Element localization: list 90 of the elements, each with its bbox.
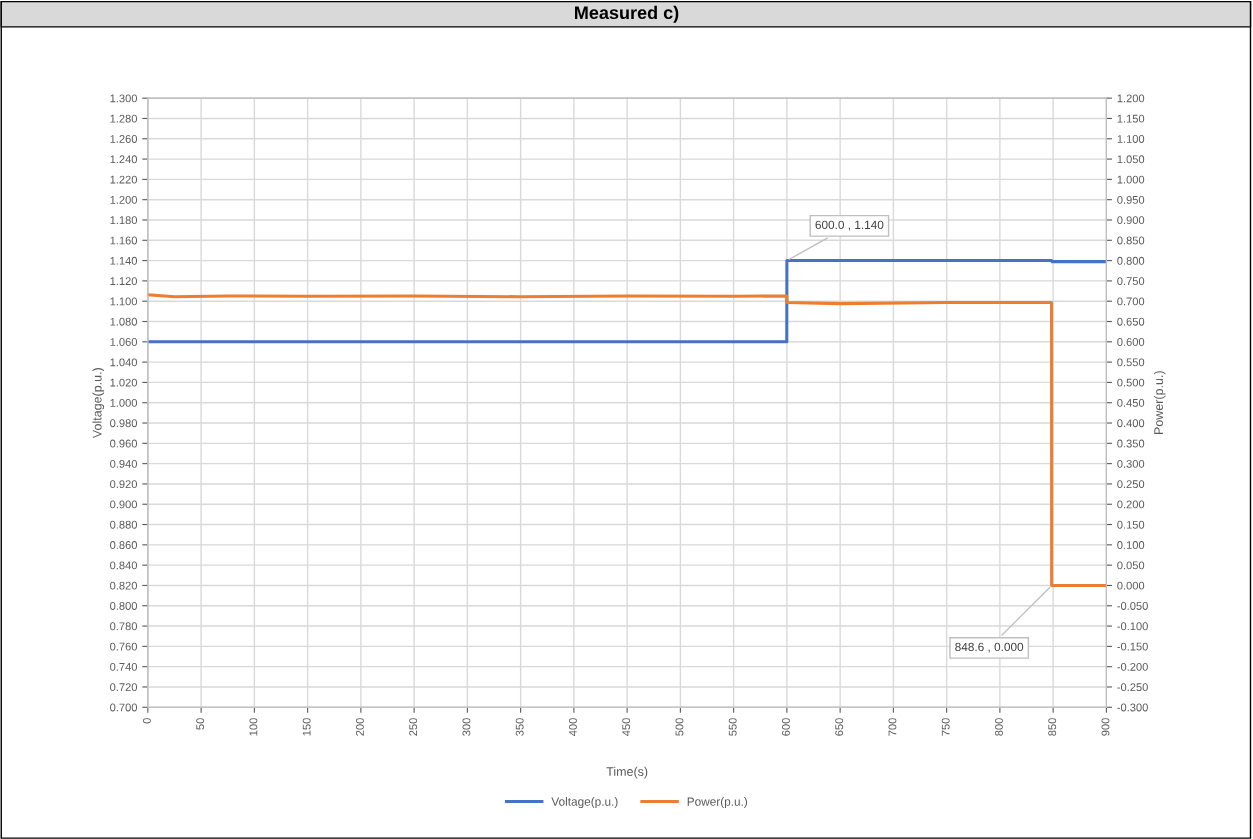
y2-tick-label: 0.450 [1117,398,1145,407]
y-tick-label: 1.260 [110,135,138,143]
x-tick-label: 200 [355,718,364,736]
y-tick-label: 0.840 [110,561,138,570]
y2-tick-label: -0.150 [1117,642,1148,651]
y-tick-label: 1.220 [110,175,138,184]
x-tick-label: 600 [782,718,790,736]
y2-tick-label: 1.000 [1117,175,1145,184]
y2-tick-label: 0.350 [1117,439,1145,448]
y2-tick-label: 0.250 [1117,480,1145,489]
y-tick-label: 1.240 [110,155,138,164]
y2-tick-label: 1.050 [1117,155,1145,164]
y-tick-label: 0.960 [110,439,138,448]
y-tick-label: 0.820 [110,581,138,590]
y-tick-label: 1.120 [110,277,138,286]
y-tick-label: 0.760 [110,642,138,651]
legend-label: Voltage(p.u.) [551,797,618,809]
y-tick-label: 1.060 [110,338,138,346]
y2-tick-label: 1.150 [1117,114,1145,123]
y-tick-label: 0.800 [110,602,138,610]
y-tick-label: 0.720 [110,683,138,692]
x-tick-label: 750 [941,718,950,736]
x-tick-label: 250 [409,718,418,736]
y-tick-label: 0.980 [110,419,138,428]
y-tick-label: 1.140 [110,256,138,265]
y2-tick-label: 0.700 [1117,297,1145,306]
y2-tick-label: -0.250 [1117,683,1148,692]
y2-tick-label: 0.650 [1117,317,1145,326]
annotation: 848.6 , 0.000 [955,642,1024,653]
y2-tick-label: 0.550 [1117,358,1145,367]
y-tick-label: 0.900 [110,500,138,509]
x-tick-label: 450 [622,718,631,736]
x-tick-label: 550 [728,718,737,736]
y-tick-label: 0.920 [110,480,138,489]
y2-tick-label: -0.300 [1117,703,1148,712]
x-tick-label: 800 [995,718,1003,736]
y-axis-title: Voltage(p.u.) [92,368,105,439]
y2-tick-label: 0.750 [1117,277,1145,286]
y2-tick-label: 0.000 [1117,581,1145,590]
y-tick-label: 1.160 [110,236,138,245]
y2-tick-label: 0.900 [1117,216,1145,225]
y-tick-label: 1.280 [110,114,138,123]
x-tick-label: 350 [515,718,524,736]
y-tick-label: 1.020 [110,378,138,387]
y-tick-label: 0.700 [110,703,138,712]
y2-tick-label: 1.100 [1117,135,1145,143]
x-tick-label: 400 [568,718,577,736]
y-tick-label: 1.080 [110,317,138,326]
y2-tick-label: -0.200 [1117,662,1148,671]
x-tick-label: 300 [462,718,471,736]
legend-label: Power(p.u.) [687,797,748,809]
y2-tick-label: -0.050 [1117,602,1148,610]
y-tick-label: 1.200 [110,195,138,204]
x-tick-label: 700 [888,718,897,736]
x-axis-title: Time(s) [606,766,648,779]
x-tick-label: 50 [196,718,205,730]
y2-tick-label: 0.100 [1117,541,1145,549]
x-tick-label: 500 [675,718,684,736]
y2-tick-label: 0.200 [1117,500,1145,509]
x-tick-label: 100 [249,718,258,736]
y-tick-label: 0.880 [110,520,138,529]
y-tick-label: 0.780 [110,622,138,631]
y2-tick-label: 0.150 [1117,520,1145,529]
y-tick-label: 0.940 [110,459,138,468]
y2-tick-label: 0.300 [1117,459,1145,468]
line-series [147,293,1107,587]
x-tick-label: 650 [835,718,844,736]
y2-axis-title: Power(p.u.) [1153,371,1166,434]
y2-tick-label: 0.950 [1117,195,1145,204]
y2-tick-label: 0.800 [1117,256,1145,265]
y-tick-label: 1.000 [110,398,138,407]
y-tick-label: 1.040 [110,358,138,367]
x-tick-label: 150 [302,718,311,736]
x-tick-label: 850 [1048,718,1057,736]
y-tick-label: 1.180 [110,216,138,225]
annotation: 600.0 , 1.140 [815,220,884,231]
y-tick-label: 0.740 [110,662,138,671]
y2-tick-label: -0.100 [1117,622,1148,631]
y-tick-label: 1.300 [110,94,138,103]
y2-tick-label: 0.400 [1117,419,1145,428]
chart-title: Measured c) [575,5,679,23]
y2-tick-label: 0.600 [1117,338,1145,346]
y2-tick-label: 0.500 [1117,378,1145,387]
x-tick-label: 900 [1101,718,1110,736]
y-tick-label: 0.860 [110,541,138,549]
y2-tick-label: 0.050 [1117,561,1145,570]
y2-tick-label: 1.200 [1117,94,1145,103]
x-tick-label: 0 [142,718,151,724]
y-tick-label: 1.100 [110,297,138,306]
y2-tick-label: 0.850 [1117,236,1145,245]
